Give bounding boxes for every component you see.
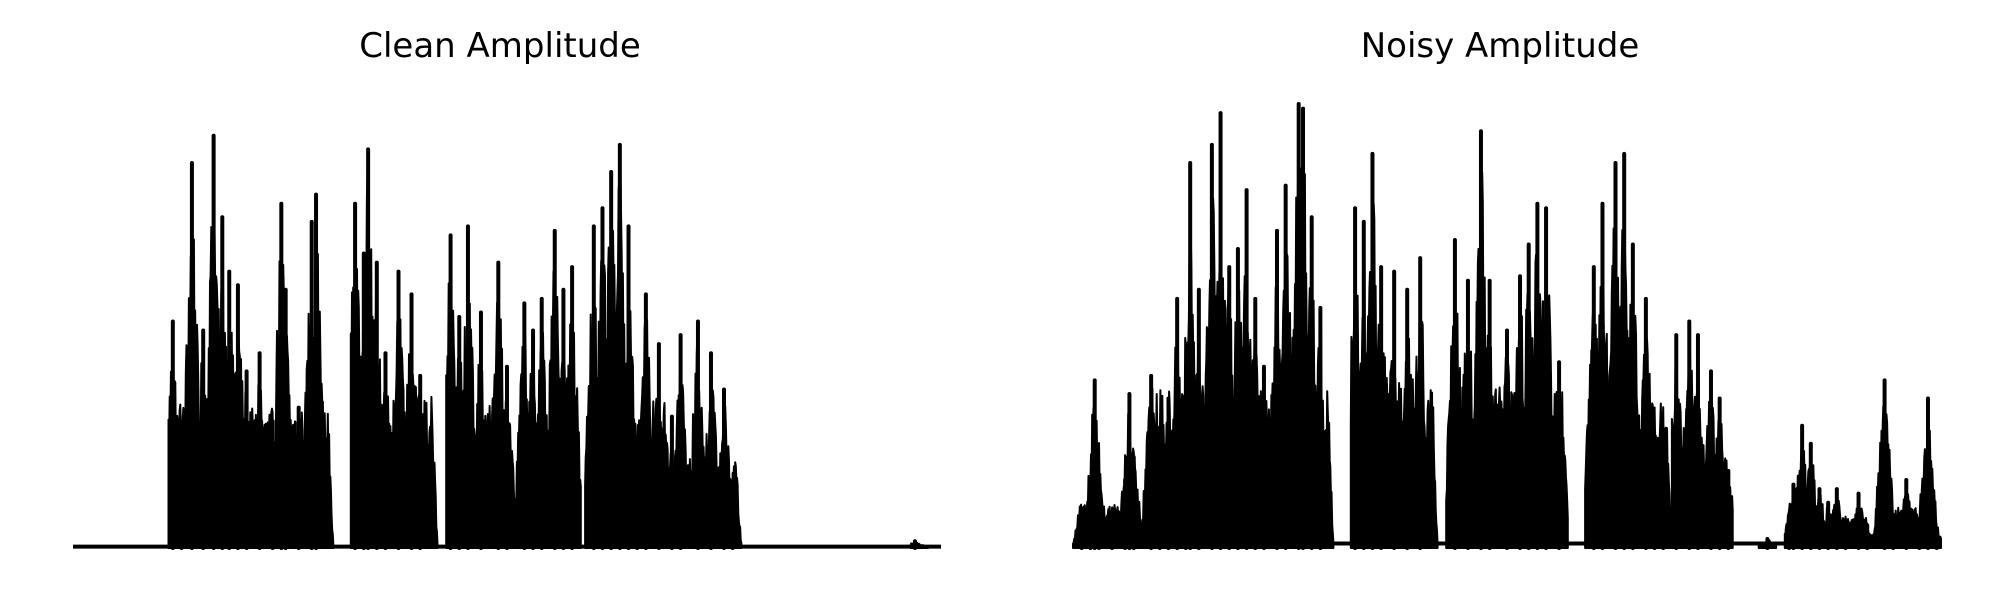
chart-title-noisy: Noisy Amplitude <box>1360 26 1640 66</box>
amplitude-segment-4 <box>1584 220 1673 549</box>
chart-title-clean: Clean Amplitude <box>359 26 641 66</box>
noisy-amplitude-chart: Noisy Amplitude <box>1000 0 2000 600</box>
amplitude-segment-5 <box>1670 337 1734 549</box>
clean-amplitude-chart: Clean Amplitude <box>73 26 941 550</box>
clean-amplitude-plot <box>73 133 941 550</box>
noisy-amplitude-plot <box>1072 102 1942 550</box>
